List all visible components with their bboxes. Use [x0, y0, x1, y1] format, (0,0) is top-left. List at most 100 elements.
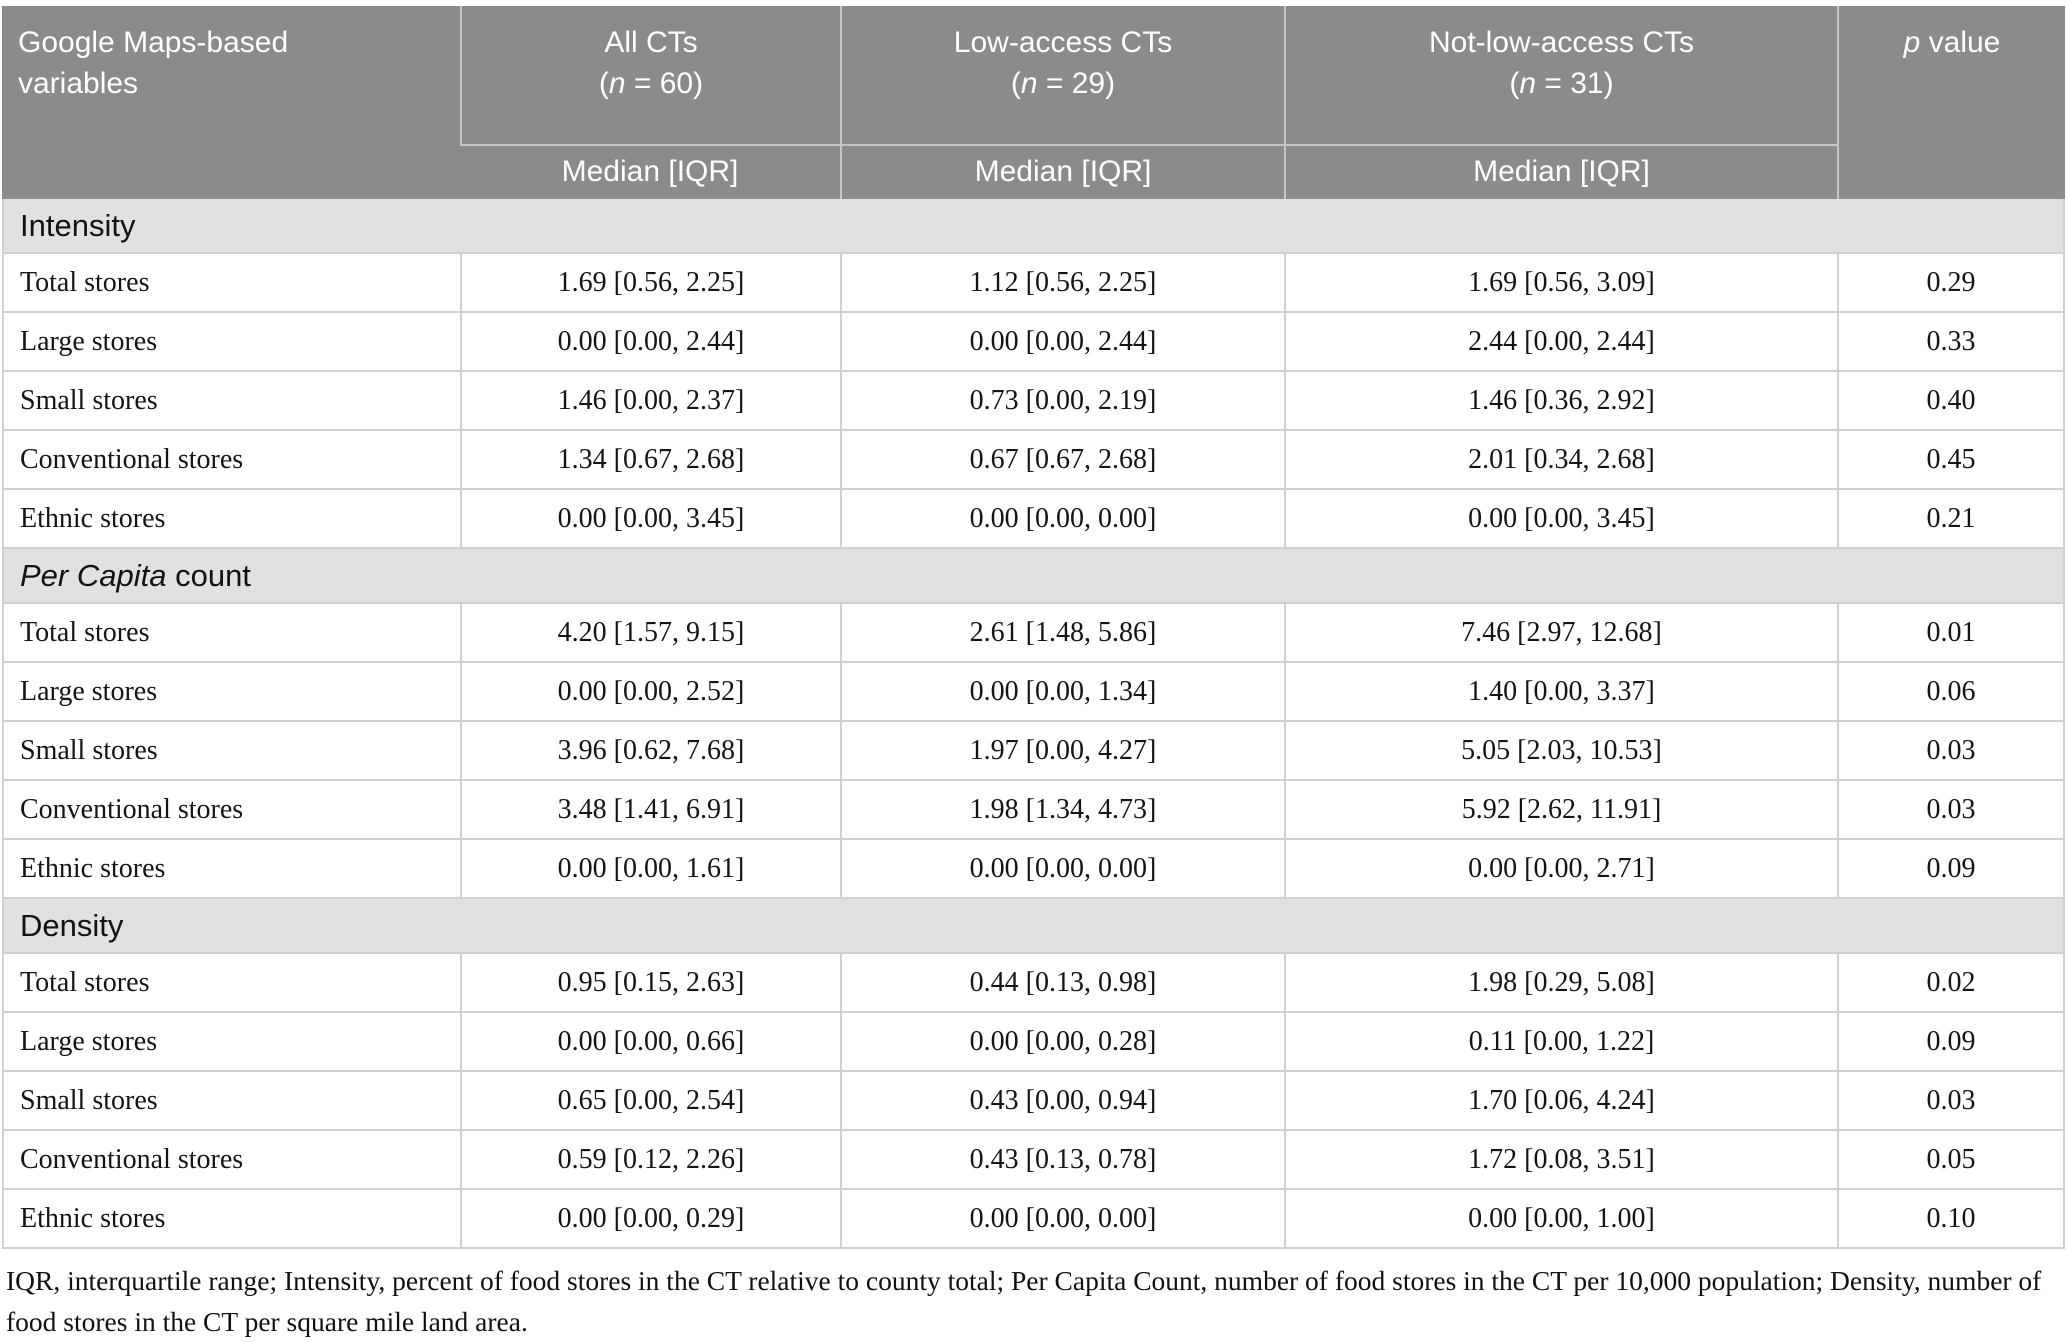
- row-label: Small stores: [2, 1072, 460, 1131]
- table-row: Total stores 1.69 [0.56, 2.25] 1.12 [0.5…: [2, 254, 2065, 313]
- cell-not-low-access: 1.98 [0.29, 5.08]: [1284, 954, 1837, 1013]
- cell-all-cts: 0.65 [0.00, 2.54]: [460, 1072, 840, 1131]
- cell-p-value: 0.02: [1837, 954, 2065, 1013]
- cell-all-cts: 3.48 [1.41, 6.91]: [460, 781, 840, 840]
- section-title-intensity: Intensity: [2, 199, 2065, 254]
- cell-all-cts: 0.00 [0.00, 2.52]: [460, 663, 840, 722]
- cell-p-value: 0.01: [1837, 604, 2065, 663]
- section-title-text: Intensity: [20, 207, 136, 243]
- table-row: Total stores 0.95 [0.15, 2.63] 0.44 [0.1…: [2, 954, 2065, 1013]
- cell-p-value: 0.45: [1837, 431, 2065, 490]
- section-title-text: Density: [20, 907, 124, 943]
- row-label: Small stores: [2, 722, 460, 781]
- column-header-p-value: p value: [1837, 6, 2065, 199]
- cell-not-low-access: 0.00 [0.00, 3.45]: [1284, 490, 1837, 549]
- table-row: Large stores 0.00 [0.00, 2.52] 0.00 [0.0…: [2, 663, 2065, 722]
- section-title-density: Density: [2, 899, 2065, 954]
- subheader-median-iqr-notlow: Median [IQR]: [1284, 146, 1837, 199]
- cell-not-low-access: 2.01 [0.34, 2.68]: [1284, 431, 1837, 490]
- table-row: Conventional stores 1.34 [0.67, 2.68] 0.…: [2, 431, 2065, 490]
- column-header-all-cts: All CTs (n = 60): [460, 6, 840, 146]
- table-body: Intensity Total stores 1.69 [0.56, 2.25]…: [2, 199, 2065, 1249]
- cell-p-value: 0.29: [1837, 254, 2065, 313]
- cell-not-low-access: 2.44 [0.00, 2.44]: [1284, 313, 1837, 372]
- cell-all-cts: 0.59 [0.12, 2.26]: [460, 1131, 840, 1190]
- table-row: Large stores 0.00 [0.00, 0.66] 0.00 [0.0…: [2, 1013, 2065, 1072]
- row-label: Conventional stores: [2, 781, 460, 840]
- section-row-per-capita: Per Capita count: [2, 549, 2065, 604]
- table-row: Small stores 1.46 [0.00, 2.37] 0.73 [0.0…: [2, 372, 2065, 431]
- cell-all-cts: 0.00 [0.00, 1.61]: [460, 840, 840, 899]
- column-header-variables-label: Google Maps-based variables: [18, 26, 289, 100]
- row-label: Total stores: [2, 604, 460, 663]
- column-header-variables: Google Maps-based variables: [2, 6, 460, 199]
- row-label: Ethnic stores: [2, 1190, 460, 1249]
- column-header-low-access-cts: Low-access CTs (n = 29): [840, 6, 1284, 146]
- group-n: (n = 31): [1509, 67, 1614, 100]
- cell-not-low-access: 0.00 [0.00, 2.71]: [1284, 840, 1837, 899]
- cell-all-cts: 0.95 [0.15, 2.63]: [460, 954, 840, 1013]
- cell-not-low-access: 1.40 [0.00, 3.37]: [1284, 663, 1837, 722]
- table-row: Small stores 3.96 [0.62, 7.68] 1.97 [0.0…: [2, 722, 2065, 781]
- table-row: Conventional stores 0.59 [0.12, 2.26] 0.…: [2, 1131, 2065, 1190]
- cell-all-cts: 1.34 [0.67, 2.68]: [460, 431, 840, 490]
- cell-low-access: 0.00 [0.00, 2.44]: [840, 313, 1284, 372]
- section-title-text: count: [166, 557, 251, 593]
- cell-p-value: 0.05: [1837, 1131, 2065, 1190]
- row-label: Ethnic stores: [2, 840, 460, 899]
- row-label: Large stores: [2, 663, 460, 722]
- cell-low-access: 1.98 [1.34, 4.73]: [840, 781, 1284, 840]
- group-label: Low-access CTs: [953, 26, 1173, 59]
- cell-p-value: 0.40: [1837, 372, 2065, 431]
- cell-not-low-access: 0.00 [0.00, 1.00]: [1284, 1190, 1837, 1249]
- cell-p-value: 0.03: [1837, 1072, 2065, 1131]
- row-label: Large stores: [2, 1013, 460, 1072]
- header-row-main: Google Maps-based variables All CTs (n =…: [2, 6, 2065, 199]
- cell-low-access: 0.00 [0.00, 0.28]: [840, 1013, 1284, 1072]
- cell-not-low-access: 1.69 [0.56, 3.09]: [1284, 254, 1837, 313]
- cell-all-cts: 0.00 [0.00, 0.29]: [460, 1190, 840, 1249]
- cell-not-low-access: 0.11 [0.00, 1.22]: [1284, 1013, 1837, 1072]
- cell-p-value: 0.10: [1837, 1190, 2065, 1249]
- row-label: Total stores: [2, 954, 460, 1013]
- cell-not-low-access: 1.46 [0.36, 2.92]: [1284, 372, 1837, 431]
- cell-low-access: 0.00 [0.00, 0.00]: [840, 490, 1284, 549]
- cell-low-access: 0.43 [0.00, 0.94]: [840, 1072, 1284, 1131]
- table-row: Conventional stores 3.48 [1.41, 6.91] 1.…: [2, 781, 2065, 840]
- cell-all-cts: 1.69 [0.56, 2.25]: [460, 254, 840, 313]
- cell-low-access: 0.00 [0.00, 1.34]: [840, 663, 1284, 722]
- row-label: Total stores: [2, 254, 460, 313]
- cell-p-value: 0.03: [1837, 781, 2065, 840]
- cell-not-low-access: 7.46 [2.97, 12.68]: [1284, 604, 1837, 663]
- table-footnote: IQR, interquartile range; Intensity, per…: [6, 1265, 2042, 1337]
- subheader-median-iqr-all: Median [IQR]: [460, 146, 840, 199]
- row-label: Large stores: [2, 313, 460, 372]
- cell-low-access: 2.61 [1.48, 5.86]: [840, 604, 1284, 663]
- group-label: Not-low-access CTs: [1428, 26, 1695, 59]
- cell-all-cts: 3.96 [0.62, 7.68]: [460, 722, 840, 781]
- cell-low-access: 0.43 [0.13, 0.78]: [840, 1131, 1284, 1190]
- subheader-median-iqr-low: Median [IQR]: [840, 146, 1284, 199]
- table-row: Total stores 4.20 [1.57, 9.15] 2.61 [1.4…: [2, 604, 2065, 663]
- cell-all-cts: 0.00 [0.00, 2.44]: [460, 313, 840, 372]
- cell-low-access: 0.00 [0.00, 0.00]: [840, 840, 1284, 899]
- cell-low-access: 0.44 [0.13, 0.98]: [840, 954, 1284, 1013]
- cell-p-value: 0.09: [1837, 840, 2065, 899]
- cell-p-value: 0.06: [1837, 663, 2065, 722]
- cell-all-cts: 4.20 [1.57, 9.15]: [460, 604, 840, 663]
- section-title-italic: Per Capita: [20, 557, 167, 593]
- cell-not-low-access: 5.05 [2.03, 10.53]: [1284, 722, 1837, 781]
- section-title-per-capita: Per Capita count: [2, 549, 2065, 604]
- group-label: All CTs: [604, 26, 698, 59]
- header-row-sub: Median [IQR] Median [IQR] Median [IQR]: [2, 146, 2065, 199]
- section-row-density: Density: [2, 899, 2065, 954]
- cell-low-access: 1.12 [0.56, 2.25]: [840, 254, 1284, 313]
- food-store-access-table: Google Maps-based variables All CTs (n =…: [2, 6, 2065, 1249]
- row-label: Conventional stores: [2, 431, 460, 490]
- cell-not-low-access: 1.70 [0.06, 4.24]: [1284, 1072, 1837, 1131]
- cell-all-cts: 0.00 [0.00, 3.45]: [460, 490, 840, 549]
- column-header-not-low-access-cts: Not-low-access CTs (n = 31): [1284, 6, 1837, 146]
- cell-low-access: 0.67 [0.67, 2.68]: [840, 431, 1284, 490]
- cell-low-access: 1.97 [0.00, 4.27]: [840, 722, 1284, 781]
- cell-not-low-access: 1.72 [0.08, 3.51]: [1284, 1131, 1837, 1190]
